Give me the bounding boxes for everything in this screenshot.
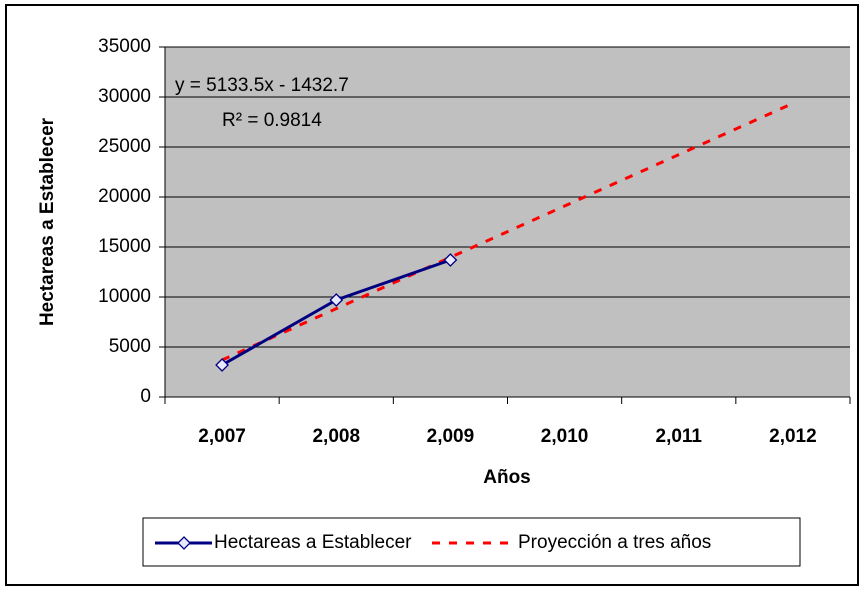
y-tick-label: 5000 bbox=[109, 336, 151, 357]
y-tick-label: 35000 bbox=[98, 36, 151, 57]
y-tick-label: 15000 bbox=[98, 236, 151, 257]
y-tick-label: 30000 bbox=[98, 86, 151, 107]
legend-label: Proyección a tres años bbox=[518, 532, 711, 553]
marker bbox=[329, 293, 344, 307]
legend-swatch bbox=[177, 536, 191, 550]
annotation: y = 5133.5x - 1432.7 bbox=[175, 75, 349, 96]
x-tick-label: 2,011 bbox=[656, 426, 703, 447]
marker bbox=[215, 358, 230, 372]
x-tick-label: 2,012 bbox=[769, 426, 817, 447]
x-tick-label: 2,008 bbox=[312, 426, 360, 447]
y-tick-label: 10000 bbox=[98, 286, 151, 307]
legend-label: Hectareas a Establecer bbox=[214, 532, 412, 553]
x-tick-label: 2,009 bbox=[427, 426, 475, 447]
plot-area bbox=[165, 47, 850, 397]
x-tick-label: 2,007 bbox=[198, 426, 246, 447]
y-tick-label: 0 bbox=[140, 386, 151, 407]
x-axis-label: Años bbox=[483, 467, 531, 488]
y-tick-label: 20000 bbox=[98, 186, 151, 207]
marks bbox=[215, 101, 794, 372]
series-line bbox=[221, 101, 794, 362]
x-tick-label: 2,010 bbox=[541, 426, 589, 447]
y-tick-label: 25000 bbox=[98, 136, 151, 157]
annotation: R² = 0.9814 bbox=[222, 110, 322, 131]
marker bbox=[443, 253, 458, 267]
y-axis-label: Hectareas a Establecer bbox=[37, 117, 58, 326]
